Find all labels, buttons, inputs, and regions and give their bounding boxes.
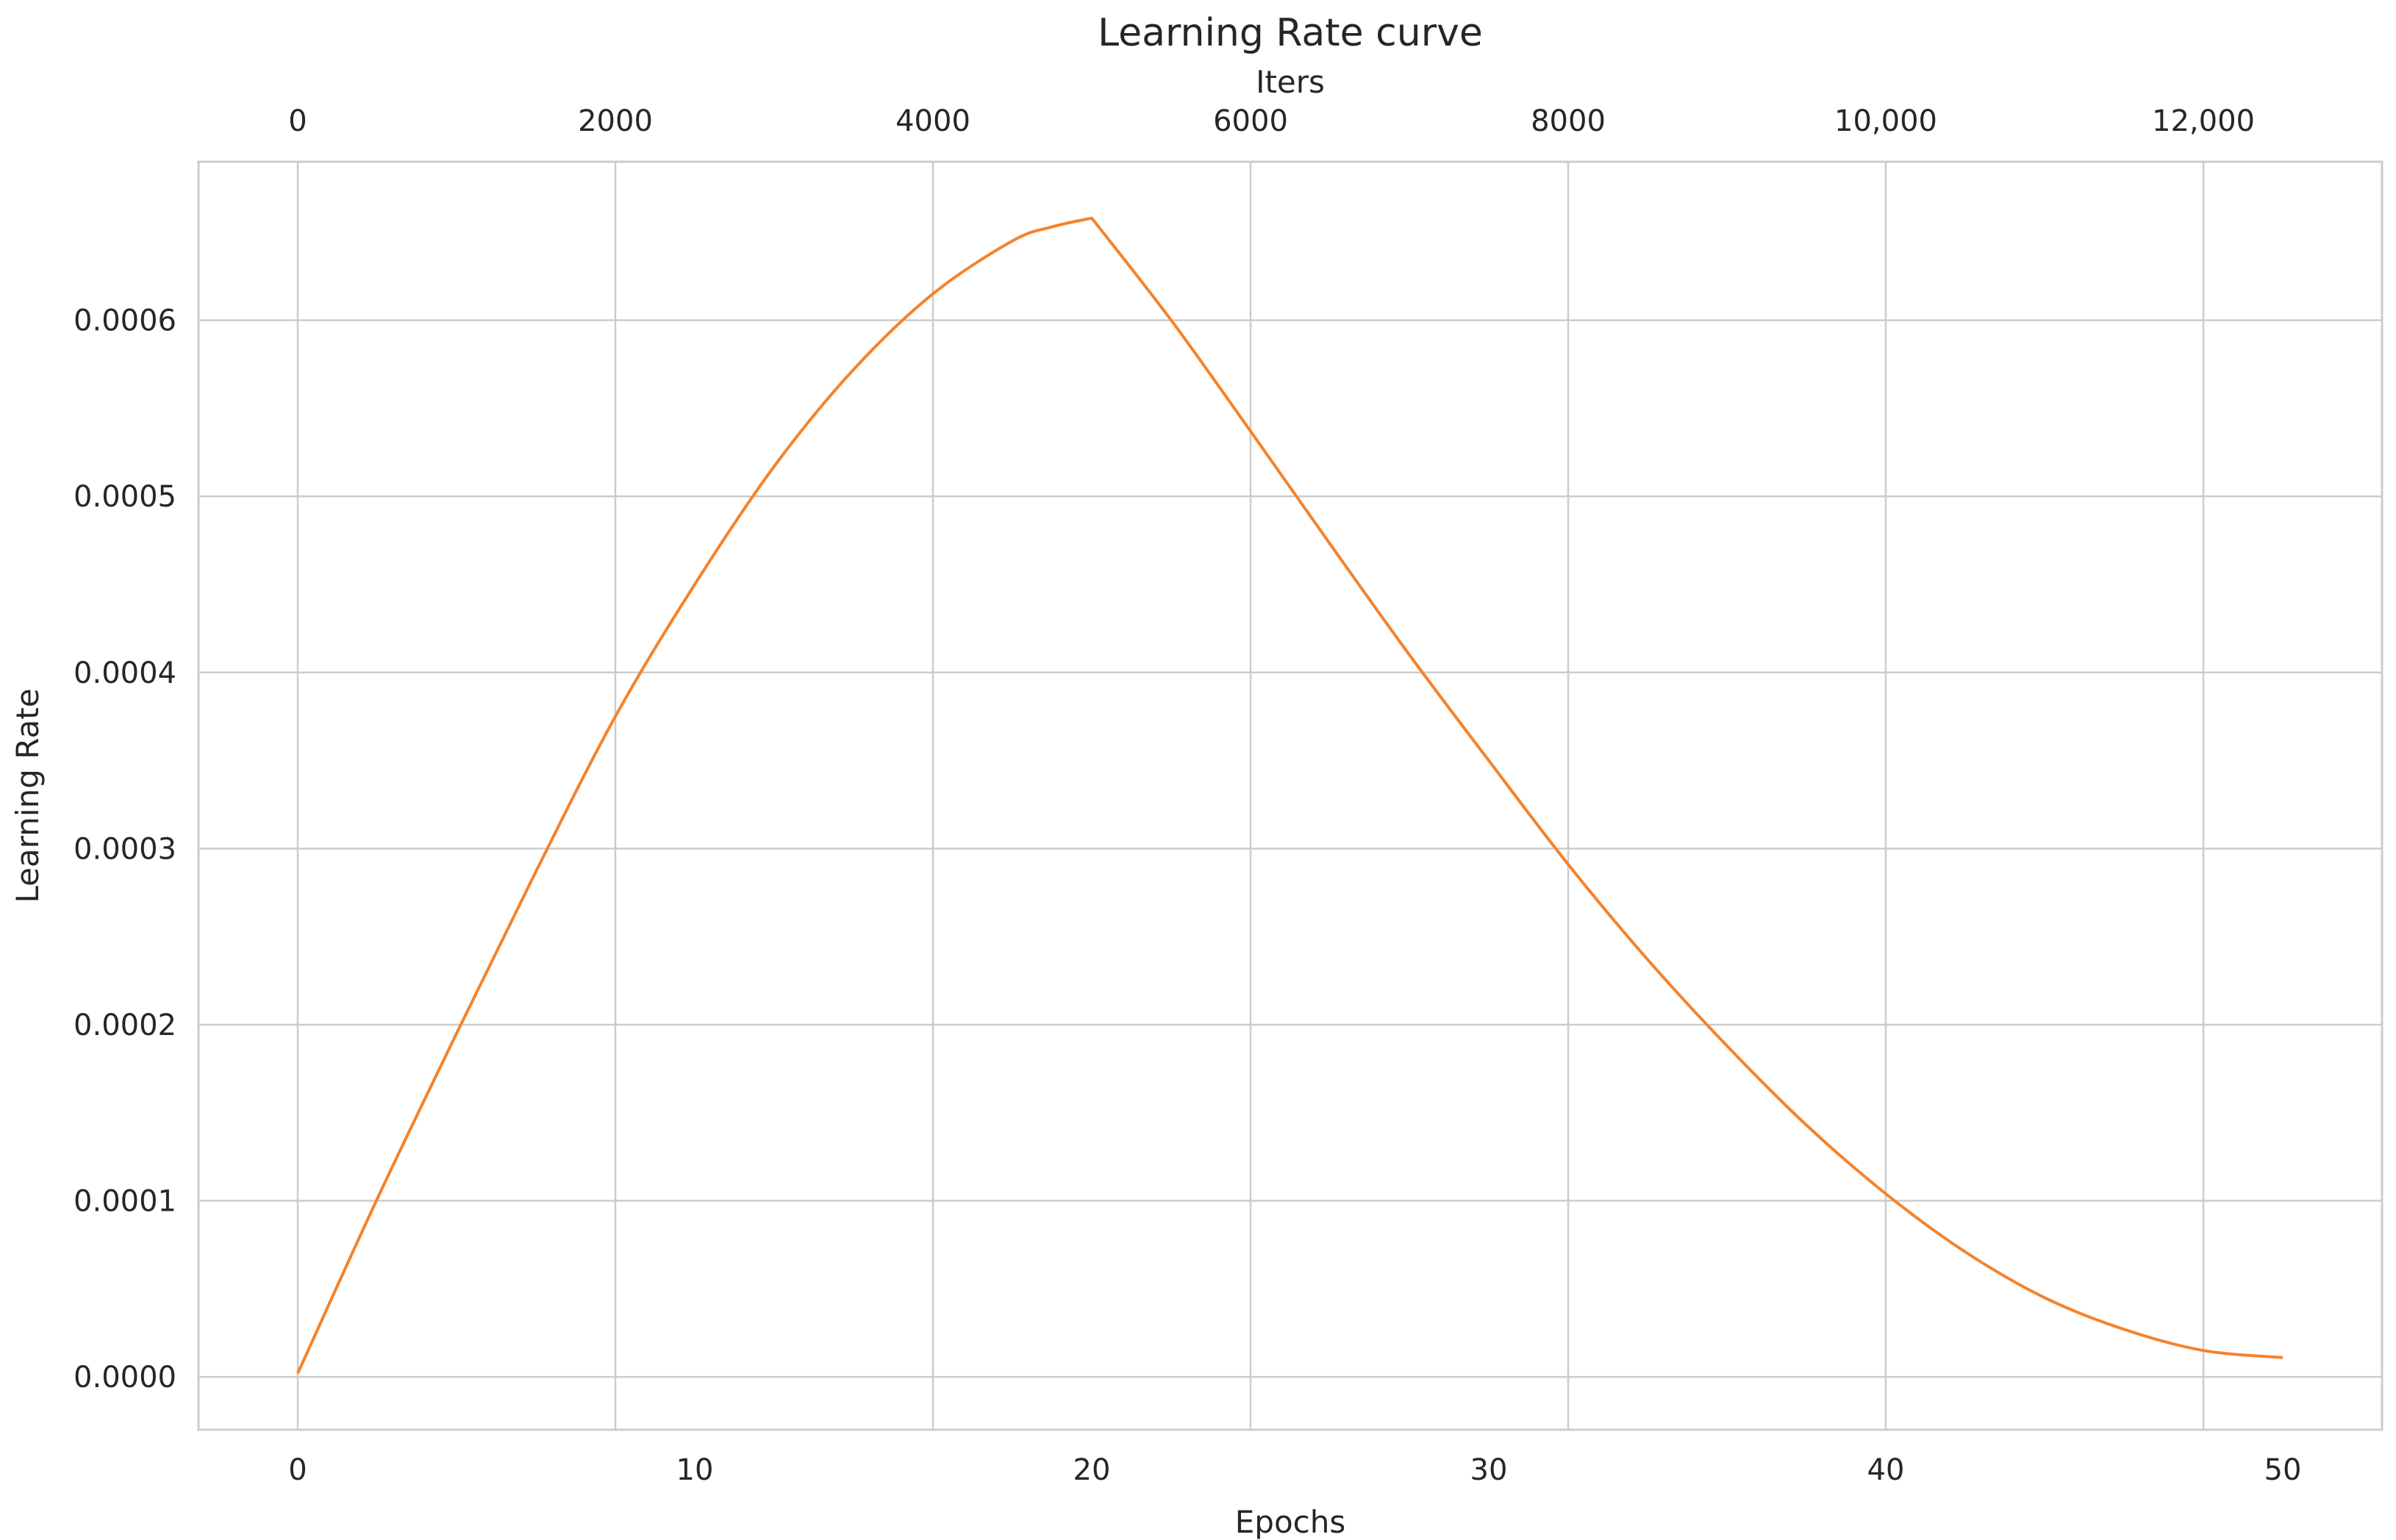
y-tick-label: 0.0000 — [74, 1361, 176, 1394]
x-tick-label: 10 — [676, 1453, 714, 1487]
chart-title: Learning Rate curve — [1098, 11, 1483, 55]
y-tick-label: 0.0005 — [74, 480, 176, 514]
x-top-tick-label: 8000 — [1531, 104, 1606, 138]
x-tick-label: 20 — [1073, 1453, 1111, 1487]
x-tick-label: 50 — [2264, 1453, 2302, 1487]
x-axis-top: 0 2000 4000 6000 8000 10,000 12,000 — [288, 104, 2255, 138]
x-axis-bottom: 0 10 20 30 40 50 — [288, 1453, 2301, 1487]
y-tick-label: 0.0001 — [74, 1185, 176, 1219]
y-tick-label: 0.0006 — [74, 304, 176, 338]
plot-frame — [197, 160, 2384, 1431]
x-tick-label: 0 — [288, 1453, 307, 1487]
y-tick-label: 0.0003 — [74, 832, 176, 866]
x-tick-label: 40 — [1867, 1453, 1905, 1487]
x-top-tick-label: 2000 — [578, 104, 653, 138]
x-top-tick-label: 6000 — [1213, 104, 1288, 138]
x-top-tick-label: 10,000 — [1834, 104, 1937, 138]
x-top-tick-label: 4000 — [895, 104, 970, 138]
x-tick-label: 30 — [1470, 1453, 1508, 1487]
x-axis-title: Epochs — [1235, 1504, 1346, 1540]
y-tick-label: 0.0004 — [74, 656, 176, 690]
grid — [199, 162, 2382, 1430]
y-tick-label: 0.0002 — [74, 1009, 176, 1042]
x-axis-top-title: Iters — [1256, 64, 1325, 100]
x-top-tick-label: 0 — [288, 104, 307, 138]
y-axis-title: Learning Rate — [10, 689, 46, 903]
learning-rate-line — [296, 216, 2284, 1375]
y-axis: 0.0000 0.0001 0.0002 0.0003 0.0004 0.0005 0.00… — [74, 304, 176, 1395]
x-top-tick-label: 12,000 — [2152, 104, 2255, 138]
